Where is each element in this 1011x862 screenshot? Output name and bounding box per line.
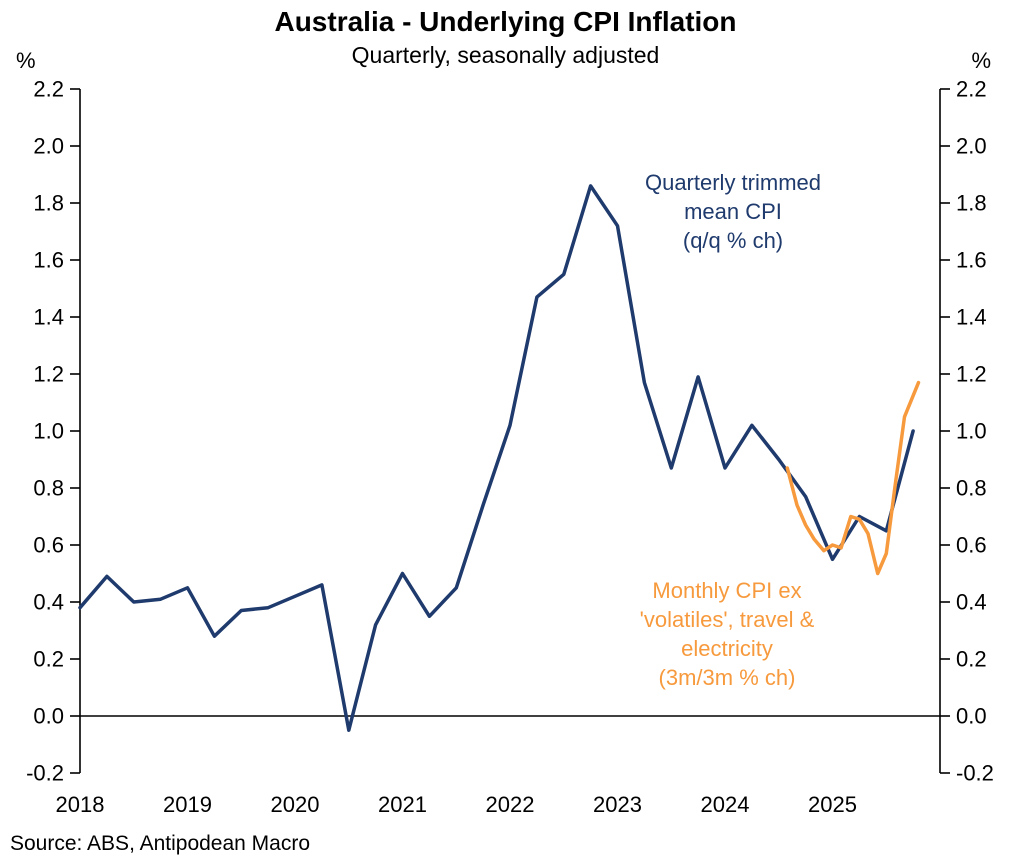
x-tick-label: 2019 [163,792,212,817]
y-tick-label-left: 2.0 [33,134,64,159]
y-tick-label-right: 0.6 [956,533,987,558]
x-tick-label: 2020 [271,792,320,817]
y-tick-label-left: 0.0 [33,704,64,729]
x-tick-label: 2022 [486,792,535,817]
y-tick-label-left: 0.2 [33,647,64,672]
y-tick-label-right: 1.2 [956,362,987,387]
y-tick-label-right: 2.2 [956,77,987,102]
x-tick-label: 2025 [808,792,857,817]
y-tick-label-left: 1.4 [33,305,64,330]
x-tick-label: 2021 [378,792,427,817]
y-tick-label-left: -0.2 [26,761,64,786]
y-axis-unit-left: % [16,48,36,73]
y-tick-label-right: 1.6 [956,248,987,273]
y-tick-label-right: 0.0 [956,704,987,729]
x-tick-label: 2018 [56,792,105,817]
x-tick-label: 2023 [593,792,642,817]
series-label-monthly-cpi: Monthly CPI ex 'volatiles', travel & ele… [639,578,815,691]
y-tick-label-right: 1.4 [956,305,987,330]
y-tick-label-right: 1.0 [956,419,987,444]
series-line-0 [78,184,915,732]
source-note: Source: ABS, Antipodean Macro [10,832,311,855]
y-tick-label-left: 1.8 [33,191,64,216]
chart-subtitle: Quarterly, seasonally adjusted [351,42,660,68]
y-tick-label-left: 0.6 [33,533,64,558]
y-tick-label-right: 0.2 [956,647,987,672]
y-tick-label-right: 1.8 [956,191,987,216]
chart-title: Australia - Underlying CPI Inflation [274,6,737,37]
y-tick-label-left: 0.4 [33,590,64,615]
y-tick-label-left: 1.2 [33,362,64,387]
y-tick-label-left: 1.6 [33,248,64,273]
series-line-1 [785,380,921,576]
y-tick-label-left: 1.0 [33,419,64,444]
y-axis-unit-right: % [971,48,991,73]
y-tick-label-right: -0.2 [956,761,994,786]
y-tick-label-left: 2.2 [33,77,64,102]
x-tick-label: 2024 [701,792,750,817]
series-label-trimmed-mean: Quarterly trimmed mean CPI (q/q % ch) [644,170,822,254]
y-tick-label-right: 2.0 [956,134,987,159]
y-tick-label-left: 0.8 [33,476,64,501]
y-tick-label-right: 0.8 [956,476,987,501]
y-tick-label-right: 0.4 [956,590,987,615]
